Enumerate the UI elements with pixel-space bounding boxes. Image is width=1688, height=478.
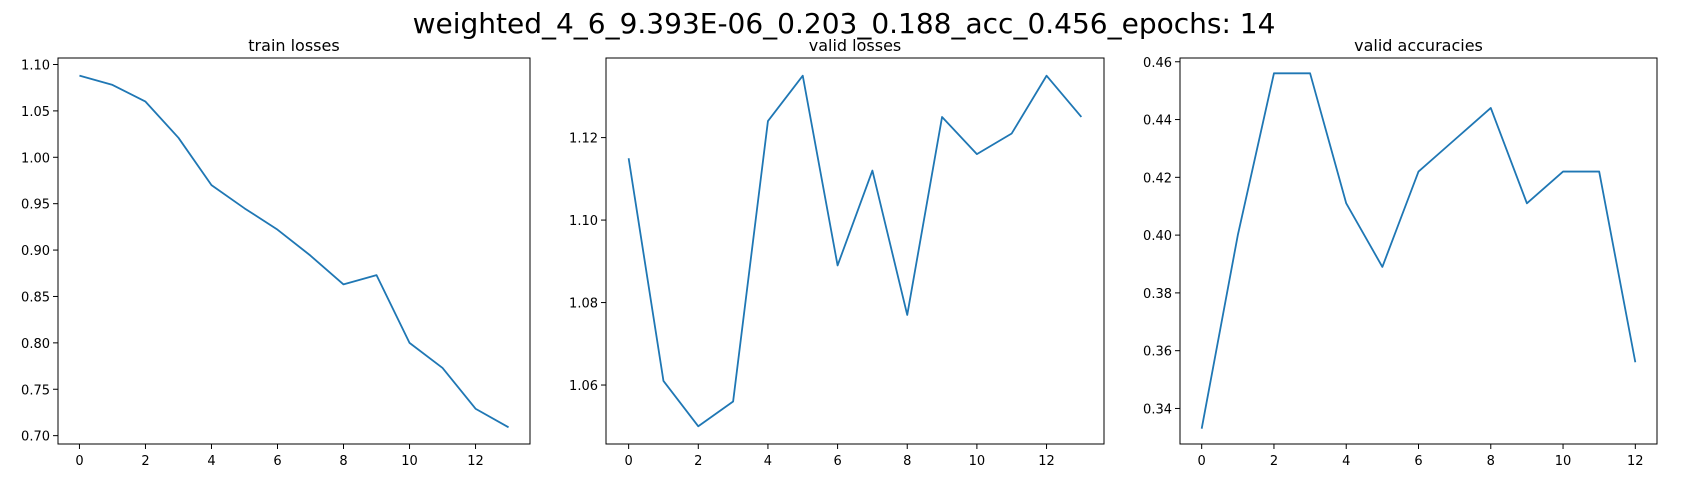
- valid-accuracies-axes-frame: [1179, 57, 1658, 445]
- valid-losses-y-tick-label: 1.08: [569, 297, 598, 312]
- train-losses-x-tick-label: 8: [339, 454, 347, 469]
- train-losses-series-line: [79, 74, 509, 429]
- train-losses-title: train losses: [248, 36, 339, 55]
- valid-accuracies-title: valid accuracies: [1354, 36, 1483, 55]
- train-losses-x-tick-label: 0: [75, 454, 83, 469]
- train-losses-axes-frame: [57, 57, 531, 445]
- valid-accuracies-x-tick-label: 0: [1198, 454, 1206, 469]
- train-losses-x-tick-label: 12: [467, 454, 484, 469]
- valid-accuracies-y-tick-label: 0.44: [1143, 114, 1172, 129]
- valid-accuracies-y-tick-label: 0.38: [1143, 287, 1172, 302]
- train-losses-x-tick-label: 2: [141, 454, 149, 469]
- valid-accuracies-x-tick-label: 10: [1555, 454, 1572, 469]
- train-losses-x-tick-label: 4: [207, 454, 215, 469]
- valid-losses-x-tick-label: 6: [833, 454, 841, 469]
- train-losses-y-tick-label: 1.05: [21, 105, 50, 120]
- valid-accuracies-y-tick-label: 0.46: [1143, 56, 1172, 71]
- valid-losses-x-tick-label: 0: [624, 454, 632, 469]
- valid-accuracies-series-line: [1200, 72, 1637, 429]
- train-losses-y-tick-label: 0.85: [21, 290, 50, 305]
- train-losses-y-tick-label: 0.90: [21, 244, 50, 259]
- valid-accuracies-x-tick-label: 2: [1270, 454, 1278, 469]
- valid-accuracies-x-tick-label: 6: [1414, 454, 1422, 469]
- valid-losses-y-tick-label: 1.06: [569, 379, 598, 394]
- valid-losses-x-tick-label: 12: [1038, 454, 1055, 469]
- valid-accuracies-y-tick-label: 0.36: [1143, 345, 1172, 360]
- train-losses-y-tick-label: 0.80: [21, 337, 50, 352]
- valid-losses-axes-frame: [605, 57, 1105, 445]
- valid-losses-y-tick-label: 1.12: [569, 132, 598, 147]
- valid-losses-x-tick-label: 10: [969, 454, 986, 469]
- train-losses-x-tick-label: 6: [273, 454, 281, 469]
- valid-losses-y-tick-label: 1.10: [569, 214, 598, 229]
- train-losses-y-tick-label: 1.00: [21, 151, 50, 166]
- valid-losses-x-tick-label: 2: [694, 454, 702, 469]
- train-losses-y-tick-label: 0.70: [21, 430, 50, 445]
- train-losses-y-tick-label: 0.75: [21, 383, 50, 398]
- valid-accuracies-x-tick-label: 4: [1342, 454, 1350, 469]
- figure-title: weighted_4_6_9.393E-06_0.203_0.188_acc_0…: [412, 7, 1276, 40]
- valid-accuracies-y-tick-label: 0.42: [1143, 171, 1172, 186]
- train-losses-y-tick-label: 0.95: [21, 198, 50, 213]
- train-losses-x-tick-label: 10: [401, 454, 418, 469]
- valid-accuracies-x-tick-label: 12: [1627, 454, 1644, 469]
- train-losses-y-tick-label: 1.10: [21, 58, 50, 73]
- valid-accuracies-y-tick-label: 0.40: [1143, 229, 1172, 244]
- valid-losses-x-tick-label: 4: [764, 454, 772, 469]
- valid-losses-title: valid losses: [809, 36, 902, 55]
- valid-accuracies-y-tick-label: 0.34: [1143, 402, 1172, 417]
- valid-losses-x-tick-label: 8: [903, 454, 911, 469]
- valid-losses-series-line: [627, 74, 1083, 428]
- valid-accuracies-x-tick-label: 8: [1487, 454, 1495, 469]
